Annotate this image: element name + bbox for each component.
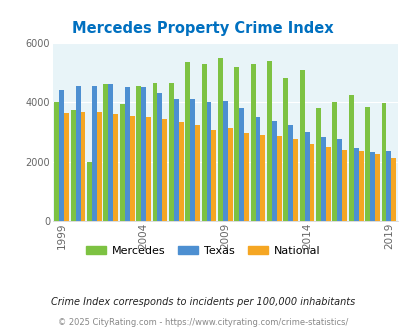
- Bar: [206, 102, 211, 221]
- Bar: [185, 62, 190, 221]
- Bar: [332, 102, 337, 221]
- Bar: [59, 90, 64, 221]
- Bar: [250, 64, 255, 221]
- Bar: [369, 151, 374, 221]
- Bar: [276, 136, 281, 221]
- Bar: [364, 107, 369, 221]
- Bar: [325, 147, 330, 221]
- Bar: [217, 58, 222, 221]
- Bar: [146, 117, 151, 221]
- Bar: [162, 119, 167, 221]
- Bar: [271, 121, 276, 221]
- Bar: [178, 122, 183, 221]
- Bar: [75, 86, 80, 221]
- Bar: [129, 116, 134, 221]
- Bar: [124, 87, 129, 221]
- Bar: [173, 99, 178, 221]
- Bar: [87, 162, 92, 221]
- Bar: [157, 93, 162, 221]
- Bar: [234, 67, 239, 221]
- Legend: Mercedes, Texas, National: Mercedes, Texas, National: [81, 241, 324, 260]
- Text: Mercedes Property Crime Index: Mercedes Property Crime Index: [72, 21, 333, 36]
- Bar: [80, 112, 85, 221]
- Bar: [266, 61, 271, 221]
- Bar: [283, 78, 288, 221]
- Bar: [239, 108, 243, 221]
- Bar: [390, 158, 395, 221]
- Bar: [315, 108, 320, 221]
- Bar: [386, 151, 390, 221]
- Bar: [243, 133, 248, 221]
- Bar: [201, 64, 206, 221]
- Bar: [92, 86, 97, 221]
- Bar: [304, 132, 309, 221]
- Bar: [103, 84, 108, 221]
- Bar: [141, 87, 146, 221]
- Bar: [54, 102, 59, 221]
- Bar: [136, 86, 141, 221]
- Bar: [152, 83, 157, 221]
- Bar: [227, 128, 232, 221]
- Bar: [288, 125, 292, 221]
- Bar: [113, 115, 118, 221]
- Bar: [222, 101, 227, 221]
- Bar: [260, 135, 265, 221]
- Bar: [190, 99, 194, 221]
- Bar: [70, 110, 75, 221]
- Bar: [119, 104, 124, 221]
- Bar: [168, 83, 173, 221]
- Bar: [348, 95, 353, 221]
- Bar: [97, 113, 102, 221]
- Bar: [353, 148, 358, 221]
- Bar: [320, 137, 325, 221]
- Text: © 2025 CityRating.com - https://www.cityrating.com/crime-statistics/: © 2025 CityRating.com - https://www.city…: [58, 318, 347, 327]
- Bar: [255, 117, 260, 221]
- Bar: [108, 84, 113, 221]
- Bar: [374, 154, 379, 221]
- Bar: [381, 103, 386, 221]
- Bar: [337, 139, 341, 221]
- Bar: [341, 150, 346, 221]
- Bar: [194, 125, 200, 221]
- Bar: [64, 113, 69, 221]
- Bar: [358, 151, 362, 221]
- Bar: [309, 144, 314, 221]
- Bar: [211, 130, 216, 221]
- Bar: [299, 70, 304, 221]
- Text: Crime Index corresponds to incidents per 100,000 inhabitants: Crime Index corresponds to incidents per…: [51, 297, 354, 307]
- Bar: [292, 139, 297, 221]
